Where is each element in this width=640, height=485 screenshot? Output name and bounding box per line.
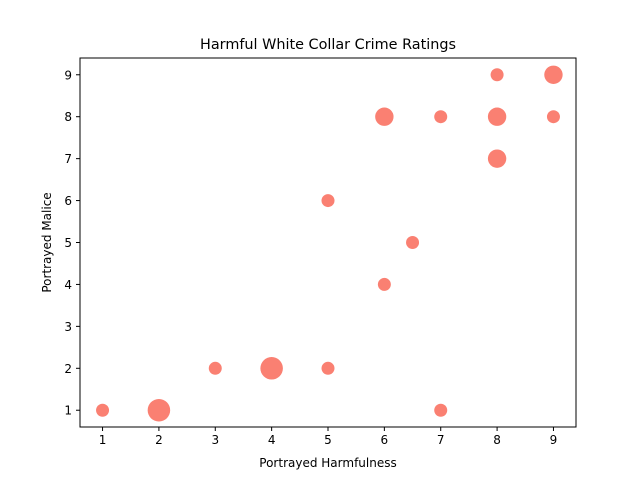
x-tick-label: 1 (99, 433, 107, 447)
x-tick-label: 9 (550, 433, 558, 447)
x-tick-label: 7 (437, 433, 445, 447)
y-axis-label: Portrayed Malice (40, 192, 54, 292)
data-point (490, 68, 504, 82)
data-point (544, 65, 563, 84)
y-tick-label: 1 (64, 404, 72, 418)
data-point (546, 110, 560, 124)
data-point (147, 398, 171, 422)
data-point (406, 236, 420, 249)
x-tick-label: 5 (324, 433, 332, 447)
data-point (375, 107, 394, 126)
chart-title: Harmful White Collar Crime Ratings (200, 37, 456, 53)
y-tick-label: 4 (64, 278, 72, 292)
data-point (434, 403, 448, 417)
y-tick-label: 9 (64, 68, 72, 82)
data-point (377, 277, 391, 291)
data-point (434, 110, 448, 124)
data-point (487, 107, 507, 126)
y-tick-label: 8 (64, 110, 72, 124)
x-tick-label: 3 (211, 433, 219, 447)
y-tick-label: 7 (64, 152, 72, 166)
data-point (96, 403, 110, 417)
x-axis-ticks: 1 2 3 4 5 6 7 8 9 (99, 427, 558, 447)
y-axis-ticks: 1 2 3 4 5 6 7 8 9 (64, 68, 80, 418)
x-axis-label: Portrayed Harmfulness (259, 456, 396, 470)
y-tick-label: 2 (64, 362, 72, 376)
data-point (487, 149, 507, 168)
x-tick-label: 4 (268, 433, 276, 447)
data-point (208, 361, 222, 375)
y-tick-label: 3 (64, 320, 72, 334)
x-tick-label: 8 (493, 433, 501, 447)
data-point (321, 194, 335, 208)
data-point (260, 357, 283, 380)
y-tick-label: 5 (64, 236, 72, 250)
axes-frame (79, 57, 577, 428)
data-point (321, 361, 335, 375)
y-tick-label: 6 (64, 194, 72, 208)
points-layer (96, 65, 563, 422)
x-tick-label: 6 (381, 433, 389, 447)
x-tick-label: 2 (155, 433, 163, 447)
